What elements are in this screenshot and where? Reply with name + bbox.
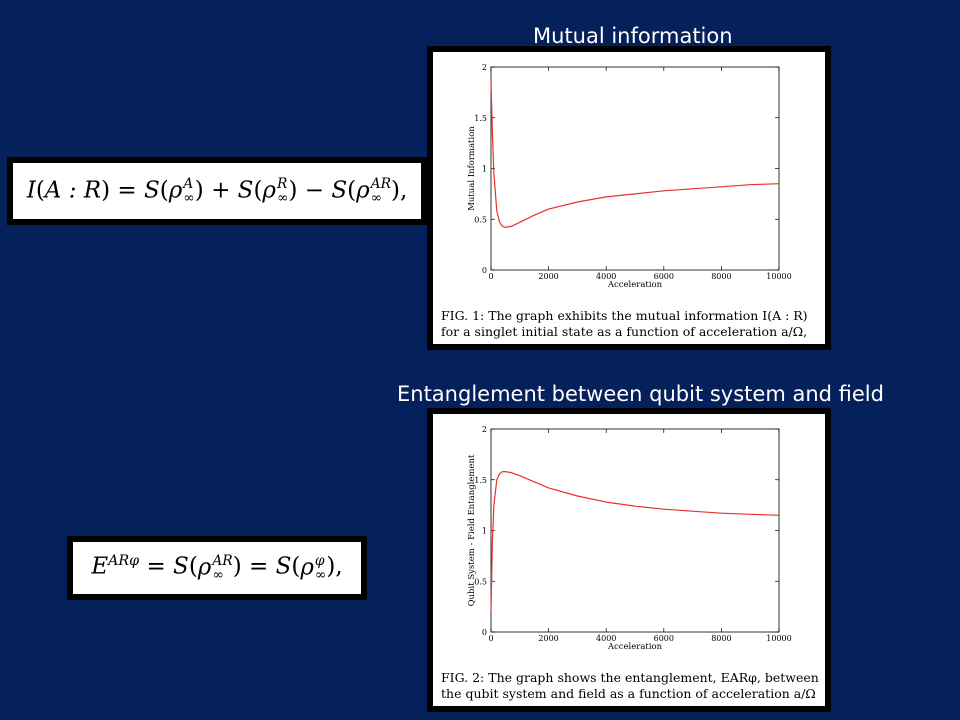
y-tick-label: 1.5 (474, 476, 487, 485)
title-entanglement: Entanglement between qubit system and fi… (397, 382, 884, 406)
equation-entanglement: EARφ = S(ρ AR ∞) = S(ρ φ ∞), (67, 536, 367, 600)
equation-mutual-information-text: I(A : R) = S(ρ A ∞) + S(ρ R ∞) − S(ρ AR ∞), (26, 175, 408, 206)
x-axis-label: Acceleration (607, 642, 663, 652)
equation-entanglement-text: EARφ = S(ρ AR ∞) = S(ρ φ ∞), (91, 552, 343, 584)
figure-2-entanglement: 0 2000 4000 6000 8000 10000 0 0.5 1 1.5 2 Accelerat… (427, 408, 831, 712)
series-line (490, 82, 780, 228)
y-tick-label: 2 (482, 63, 487, 72)
x-tick-label: 4000 (596, 634, 616, 643)
x-tick-label: 0 (488, 272, 493, 281)
x-tick-label: 6000 (654, 272, 674, 281)
x-tick-label: 2000 (538, 634, 558, 643)
chart-entanglement: 0 2000 4000 6000 8000 10000 0 0.5 1 1.5 2 Accelerat… (467, 425, 792, 652)
y-tick-label: 2 (482, 425, 487, 434)
x-tick-label: 6000 (654, 634, 674, 643)
equation-mutual-information: I(A : R) = S(ρ A ∞) + S(ρ R ∞) − S(ρ AR ∞), (7, 157, 427, 225)
plot-frame (490, 428, 780, 633)
figure-1-caption: FIG. 1: The graph exhibits the mutual in… (441, 308, 808, 339)
y-axis-label: Mutual Information (467, 126, 477, 211)
x-tick-label: 10000 (766, 272, 791, 281)
y-tick-label: 1.5 (474, 114, 487, 123)
y-tick-label: 0 (482, 266, 487, 275)
y-tick-label: 1 (482, 165, 487, 174)
x-tick-label: 10000 (766, 634, 791, 643)
x-axis-label: Acceleration (607, 280, 663, 290)
figure-2-caption: FIG. 2: The graph shows the entanglement… (441, 670, 819, 701)
y-tick-label: 0 (482, 628, 487, 637)
y-tick-label: 1 (482, 527, 487, 536)
figure-1-mutual-information: 0 2000 4000 6000 8000 10000 0 0.5 1 1.5 2 Accelerat… (427, 46, 831, 350)
x-tick-label: 0 (488, 634, 493, 643)
y-tick-label: 0.5 (474, 215, 487, 224)
series-line (490, 470, 780, 612)
x-tick-label: 8000 (711, 272, 731, 281)
x-tick-label: 8000 (711, 634, 731, 643)
x-tick-label: 4000 (596, 272, 616, 281)
x-tick-label: 2000 (538, 272, 558, 281)
y-axis-label: Qubit System - Field Entanglement (467, 454, 477, 606)
chart-mutual-information: 0 2000 4000 6000 8000 10000 0 0.5 1 1.5 2 Accelerat… (467, 63, 792, 290)
plot-frame (490, 66, 780, 271)
y-tick-label: 0.5 (474, 577, 487, 586)
title-mutual-information: Mutual information (533, 24, 733, 48)
